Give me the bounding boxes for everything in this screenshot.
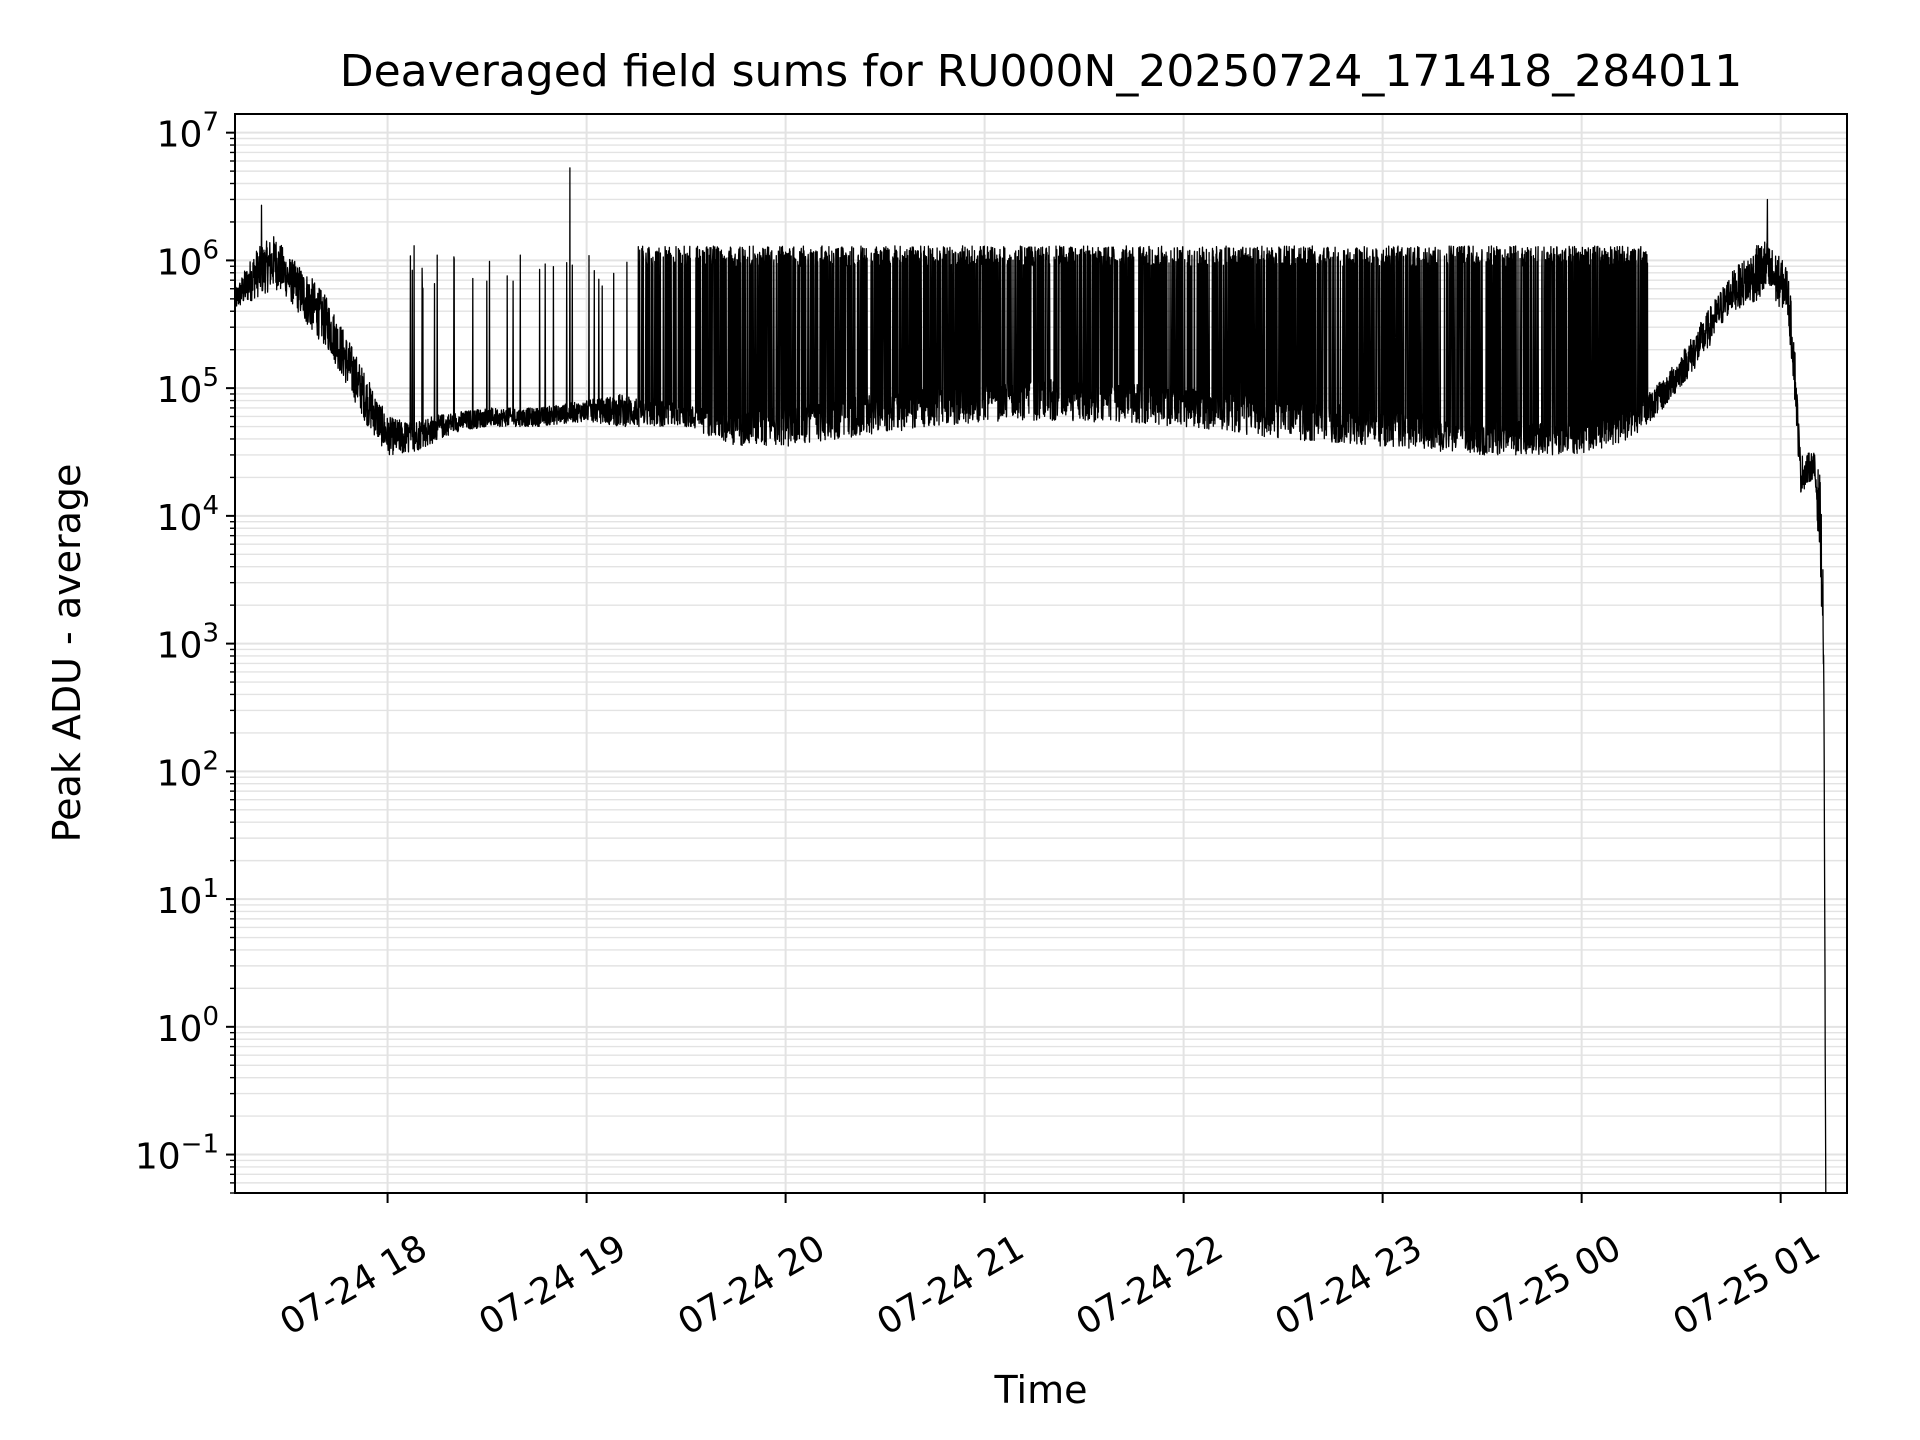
x-axis-label: Time [994, 1368, 1088, 1412]
grid-lines [235, 114, 1847, 1194]
y-tick-label: 10−1 [135, 1130, 219, 1178]
y-tick-label: 105 [157, 363, 219, 411]
y-tick-label: 101 [157, 874, 219, 922]
y-tick-label: 107 [157, 108, 219, 156]
plot-frame [234, 113, 1848, 1194]
data-series [234, 167, 1827, 1194]
y-axis-label: Peak ADU - average [45, 464, 89, 843]
series-line [234, 167, 1827, 1194]
y-axis: 10−1 100 101 102 103 104 105 106 107 [135, 108, 235, 1194]
chart-title: Deaveraged field sums for RU000N_2025072… [340, 46, 1743, 97]
y-tick-label: 102 [157, 746, 219, 794]
y-tick-label: 106 [157, 235, 219, 283]
y-tick-label: 103 [157, 619, 219, 667]
y-tick-label: 100 [157, 1002, 219, 1050]
y-tick-label: 104 [157, 491, 219, 539]
